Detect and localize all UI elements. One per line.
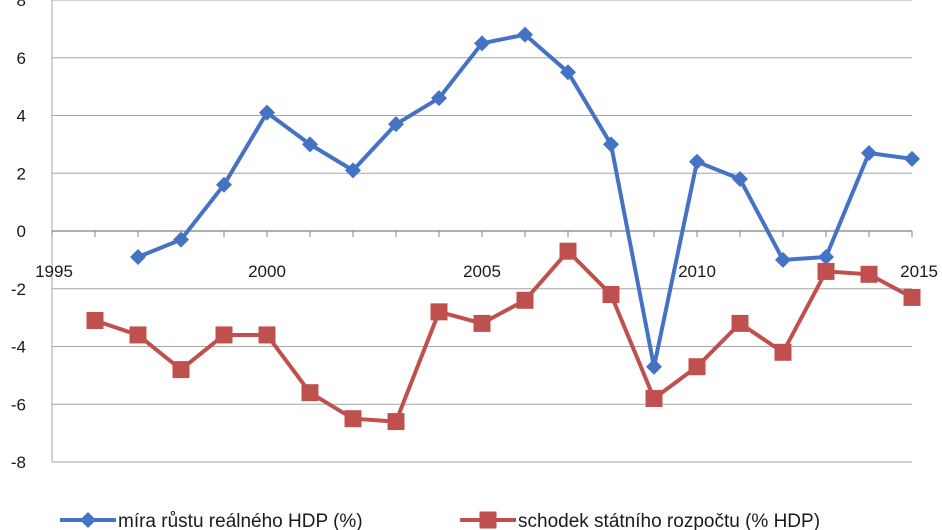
data-point-square	[516, 291, 534, 309]
data-point-square	[344, 410, 362, 428]
data-point-diamond	[80, 512, 96, 528]
legend-item-2: schodek státního rozpočtu (% HDP)	[460, 511, 820, 530]
data-point-square	[645, 389, 663, 407]
data-point-diamond	[646, 358, 662, 375]
data-point-square	[602, 286, 620, 304]
data-point-square	[903, 288, 921, 306]
data-point-square	[387, 413, 405, 431]
x-tick-label: 2010	[678, 262, 716, 281]
data-point-square	[215, 326, 233, 344]
data-point-diamond	[775, 251, 791, 268]
y-tick-label: 6	[17, 49, 26, 68]
data-point-square	[473, 314, 491, 332]
y-tick-label: 0	[17, 222, 26, 241]
y-tick-label: -4	[11, 338, 26, 357]
series-2	[86, 242, 921, 431]
data-point-square	[559, 242, 577, 260]
data-point-square	[688, 358, 706, 376]
legend-label: schodek státního rozpočtu (% HDP)	[518, 511, 820, 530]
axes: -8 -6 -4 -2 0 2 4 6 8 1995 2000 2005 2010 2015	[11, 0, 938, 472]
y-tick-label: -2	[11, 280, 26, 299]
data-point-diamond	[431, 90, 447, 107]
legend-item-1: míra růstu reálného HDP (%)	[60, 511, 363, 530]
data-point-square	[817, 262, 835, 280]
data-point-square	[774, 343, 792, 361]
x-tick-label: 2000	[248, 262, 286, 281]
data-point-diamond	[474, 35, 490, 52]
data-point-diamond	[173, 231, 189, 248]
data-point-diamond	[130, 248, 146, 265]
x-tick-label: 2015	[900, 262, 938, 281]
data-point-diamond	[560, 64, 576, 81]
series-layer	[86, 26, 921, 431]
x-tick-label: 2005	[463, 262, 501, 281]
series-line	[137, 32, 913, 369]
legend-label: míra růstu reálného HDP (%)	[118, 511, 363, 530]
data-point-square	[430, 303, 448, 321]
data-point-diamond	[732, 171, 748, 188]
data-point-diamond	[388, 116, 404, 133]
y-tick-label: 8	[17, 0, 26, 10]
y-tick-label: -8	[11, 453, 26, 472]
data-point-square	[301, 384, 319, 402]
data-point-diamond	[302, 136, 318, 153]
y-tick-label: -6	[11, 395, 26, 414]
data-point-diamond	[345, 162, 361, 179]
legend: míra růstu reálného HDP (%) schodek státn…	[60, 511, 820, 530]
data-point-diamond	[517, 26, 533, 43]
data-point-diamond	[904, 150, 920, 167]
data-point-square	[479, 511, 497, 529]
data-point-diamond	[861, 145, 877, 162]
x-tick-label: 1995	[35, 262, 73, 281]
data-point-diamond	[818, 248, 834, 265]
data-point-diamond	[259, 104, 275, 121]
y-tick-label: 2	[17, 164, 26, 183]
data-point-diamond	[603, 136, 619, 153]
data-point-square	[731, 314, 749, 332]
data-point-square	[172, 361, 190, 379]
data-point-square	[860, 265, 878, 283]
data-point-square	[129, 326, 147, 344]
data-point-diamond	[216, 176, 232, 193]
series-1	[130, 26, 920, 375]
data-point-square	[86, 312, 104, 330]
gridlines	[52, 0, 912, 463]
data-point-diamond	[689, 153, 705, 170]
y-tick-label: 4	[17, 107, 26, 126]
data-point-square	[258, 326, 276, 344]
